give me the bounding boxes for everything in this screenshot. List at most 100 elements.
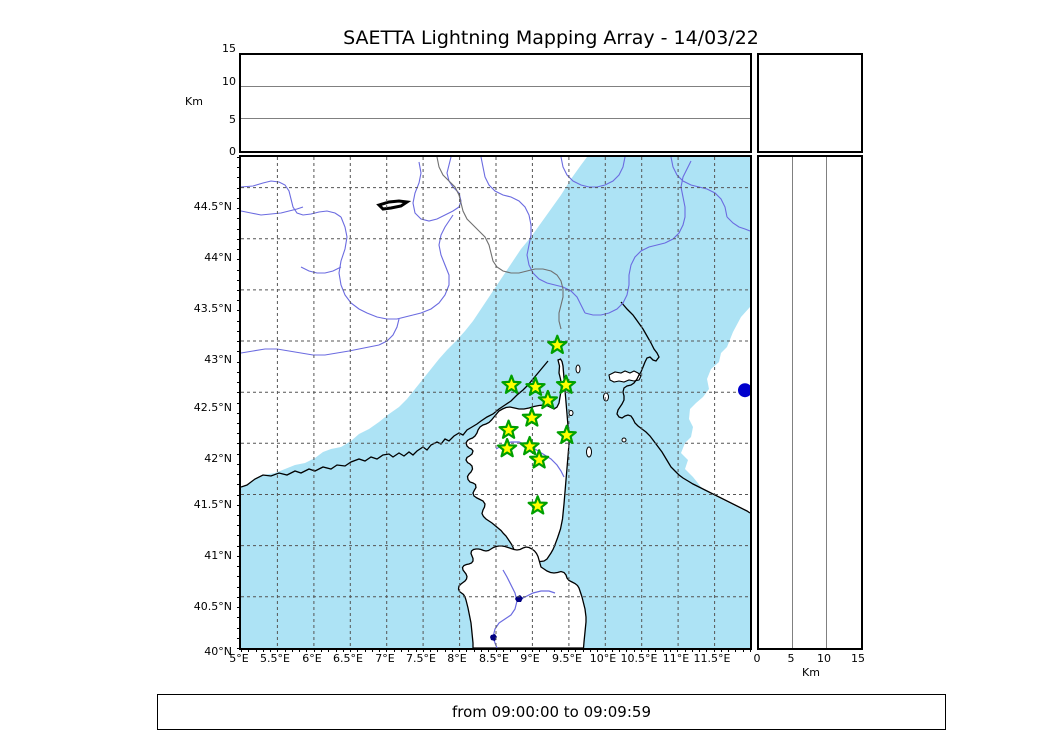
tick-lat-44: 44°N	[204, 251, 232, 264]
map-x-tickmark	[342, 648, 344, 652]
gridline-5km-right	[792, 157, 793, 648]
map-x-tickmark	[713, 648, 715, 652]
map-graphic	[241, 157, 750, 648]
map-y-tickmark	[237, 238, 241, 240]
map-x-tickmark	[560, 648, 562, 652]
map-x-tickmark	[313, 648, 315, 652]
tick-lon-10-5: 10.5°E	[620, 652, 658, 665]
map-y-tickmark	[237, 259, 241, 261]
map-x-tickmark	[611, 648, 613, 652]
panel-height-vs-latitude	[757, 155, 863, 650]
tick-lat-41: 41°N	[204, 549, 232, 562]
map-y-tickmark	[237, 167, 241, 169]
map-y-tickmark	[237, 310, 241, 312]
map-x-tickmark	[604, 648, 606, 652]
map-y-tickmark	[237, 545, 241, 547]
station-star-marker	[501, 374, 522, 394]
map-y-tickmark	[237, 648, 241, 649]
panel-height-vs-longitude	[239, 53, 752, 153]
station-star-marker	[497, 437, 518, 458]
tick-right-0: 0	[753, 652, 761, 665]
map-x-tickmark	[488, 648, 490, 652]
map-x-tickmark	[437, 648, 439, 652]
station-star-marker	[528, 449, 550, 469]
map-x-tickmark	[677, 648, 679, 652]
map-y-tickmark	[237, 218, 241, 220]
map-y-tickmark	[237, 535, 241, 537]
status-bar: from 09:00:00 to 09:09:59	[157, 694, 946, 730]
map-y-tickmark	[237, 474, 241, 476]
map-x-tickmark	[277, 648, 279, 652]
map-y-tickmark	[237, 269, 241, 271]
map-y-tickmark	[237, 617, 241, 619]
map-x-tickmark	[619, 648, 621, 652]
map-x-tickmark	[662, 648, 664, 652]
map-y-tickmark	[237, 504, 241, 506]
map-x-tickmark	[430, 648, 432, 652]
tick-lon-11-5: 11.5°E	[693, 652, 731, 665]
map-x-tickmark	[495, 648, 497, 652]
map-x-tickmark	[553, 648, 555, 652]
map-x-tickmark	[640, 648, 642, 652]
map-x-tickmark	[524, 648, 526, 652]
map-y-tickmark	[237, 228, 241, 230]
tick-lon-9-5: 9.5°E	[552, 652, 582, 665]
map-x-tickmark	[393, 648, 395, 652]
map-x-tickmark	[400, 648, 402, 652]
map-y-tickmark	[237, 412, 241, 414]
tick-lat-43-5: 43.5°N	[193, 302, 232, 315]
map-y-tickmark	[237, 392, 241, 394]
map-x-tickmark	[575, 648, 577, 652]
map-x-tickmark	[691, 648, 693, 652]
map-y-tickmark	[237, 382, 241, 384]
map-y-tickmark	[237, 525, 241, 527]
map-x-tickmark	[422, 648, 424, 652]
map-y-tickmark	[237, 627, 241, 629]
map-x-tickmark	[750, 648, 751, 652]
map-x-tickmark	[648, 648, 650, 652]
tick-lat-40-5: 40.5°N	[193, 600, 232, 613]
tick-lon-7: 7°E	[375, 652, 395, 665]
map-x-tickmark	[539, 648, 541, 652]
tick-right-10: 10	[817, 652, 831, 665]
map-x-tickmark	[466, 648, 468, 652]
map-x-tickmark	[517, 648, 519, 652]
map-y-tickmark	[237, 157, 241, 158]
map-x-tickmark	[357, 648, 359, 652]
map-y-tickmark	[237, 453, 241, 455]
map-x-tickmark	[684, 648, 686, 652]
map-y-tickmark	[237, 361, 241, 363]
map-x-tickmark	[459, 648, 461, 652]
map-x-tickmark	[597, 648, 599, 652]
tick-lon-9: 9°E	[520, 652, 540, 665]
map-x-tickmark	[699, 648, 701, 652]
map-y-tickmark	[237, 402, 241, 404]
map-x-tickmark	[626, 648, 628, 652]
map-y-tickmark	[237, 422, 241, 424]
map-x-tickmark	[241, 648, 242, 652]
map-y-tickmark	[237, 177, 241, 179]
station-star-marker	[519, 435, 540, 456]
station-markers	[497, 334, 577, 515]
tick-lat-42-5: 42.5°N	[193, 401, 232, 414]
map-y-tickmark	[237, 566, 241, 568]
map-x-tickmark	[371, 648, 373, 652]
station-star-marker	[527, 495, 548, 515]
axis-label-right-km: Km	[802, 666, 820, 679]
axis-label-top-km: Km	[185, 95, 203, 108]
map-x-tickmark	[531, 648, 533, 652]
map-x-tickmark	[742, 648, 744, 652]
map-y-tickmark	[237, 351, 241, 353]
map-x-tickmark	[270, 648, 272, 652]
station-star-marker	[555, 374, 577, 394]
map-y-tickmark	[237, 279, 241, 281]
map-x-tickmark	[248, 648, 250, 652]
map-y-tickmark	[237, 187, 241, 189]
tick-lon-8-5: 8.5°E	[479, 652, 509, 665]
map-x-tickmark	[568, 648, 570, 652]
map-x-tickmark	[451, 648, 453, 652]
map-x-tickmark	[720, 648, 722, 652]
gridline-5km	[241, 118, 750, 119]
map-y-tickmark	[237, 494, 241, 496]
